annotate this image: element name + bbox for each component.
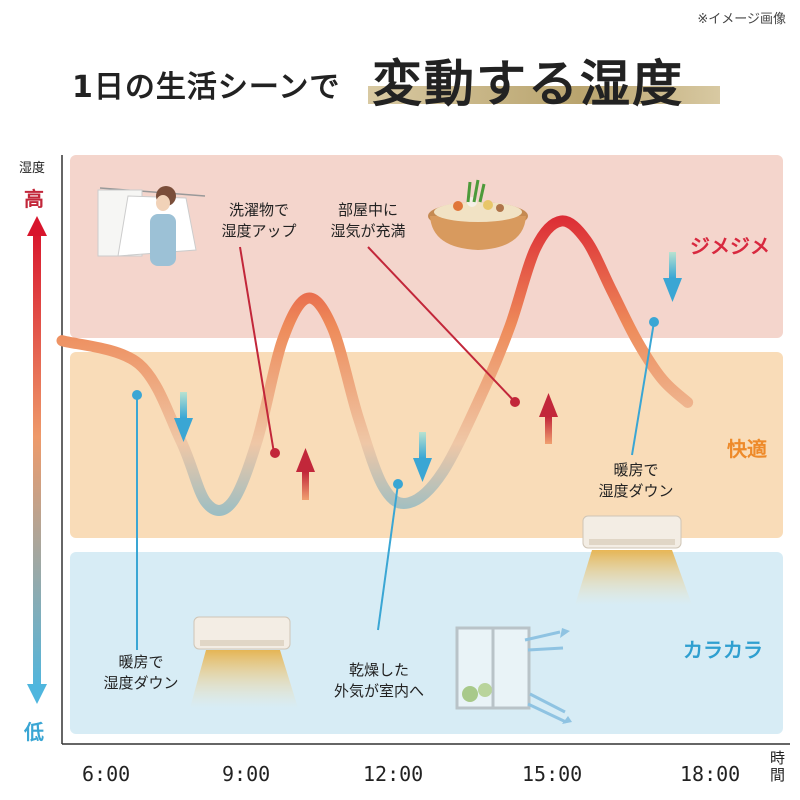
callout-line (367, 246, 516, 403)
x-tick-label: 12:00 (363, 762, 424, 786)
title-underline (368, 86, 720, 104)
callout-dot (393, 479, 403, 489)
callout-line (377, 483, 399, 631)
callout-hot-pot: 部屋中に 湿気が充満 (312, 200, 424, 242)
callout-dot (132, 390, 142, 400)
title-prefix: 1日の生活シーンで (72, 70, 341, 105)
air-conditioner-icon (575, 515, 692, 605)
band-comfort (70, 352, 783, 538)
callout-line (631, 321, 655, 456)
x-tick-label: 18:00 (680, 762, 741, 786)
humidity-scale-bar (33, 230, 41, 690)
window-icon (455, 626, 572, 724)
band-label-dry: カラカラ (683, 638, 763, 662)
arrow-down-icon (663, 252, 682, 302)
callout-heating-1: 暖房で 湿度ダウン (85, 652, 197, 694)
x-tick-label: 9:00 (222, 762, 271, 786)
laundry-woman-icon (97, 186, 206, 266)
title-emphasis: 変動する湿度 (372, 54, 684, 113)
band-label-comfort: 快適 (727, 437, 767, 461)
callout-text: 乾燥した 外気が室内へ (333, 661, 424, 700)
callout-line (239, 246, 275, 454)
callout-dry-air: 乾燥した 外気が室内へ (318, 660, 440, 702)
callout-text: 部屋中に 湿気が充満 (330, 201, 406, 240)
callout-dot (270, 448, 280, 458)
scale-arrow-up (27, 216, 47, 236)
callout-text: 暖房で 湿度ダウン (598, 461, 674, 500)
arrow-up-icon (539, 393, 558, 444)
callout-laundry: 洗濯物で 湿度アップ (203, 200, 315, 242)
arrow-down-icon (174, 392, 193, 442)
humidity-curve (56, 215, 694, 516)
callout-heating-2: 暖房で 湿度ダウン (580, 460, 692, 502)
hot-pot-icon (428, 179, 528, 250)
scale-arrow-down (27, 684, 47, 704)
callout-text: 洗濯物で 湿度アップ (221, 201, 297, 240)
callout-text: 暖房で 湿度ダウン (103, 653, 179, 692)
callout-dot (510, 397, 520, 407)
arrow-down-icon (413, 432, 432, 482)
x-tick-label: 15:00 (522, 762, 583, 786)
x-tick-label: 6:00 (82, 762, 131, 786)
y-axis-label: 湿度 (19, 161, 46, 176)
image-note: ※イメージ画像 (697, 12, 786, 27)
air-conditioner-icon (190, 616, 298, 708)
x-axis-label: 時間 (770, 749, 786, 784)
arrow-up-icon (296, 448, 315, 500)
band-label-humid: ジメジメ (690, 234, 770, 258)
y-high-label: 高 (24, 187, 44, 211)
y-low-label: 低 (24, 720, 44, 744)
callout-dot (649, 317, 659, 327)
